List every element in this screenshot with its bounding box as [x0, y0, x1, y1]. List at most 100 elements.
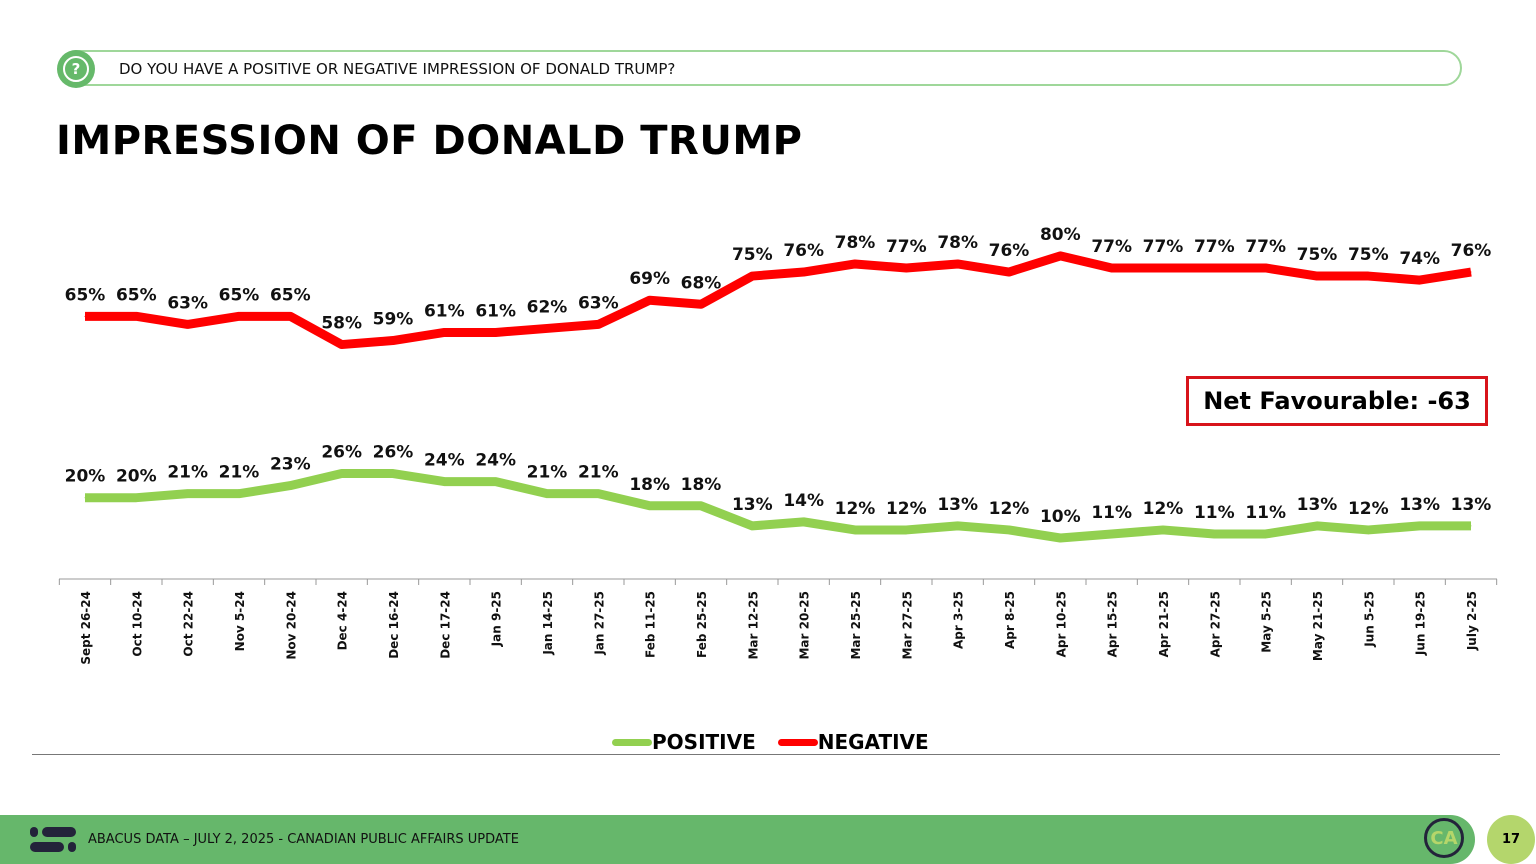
x-tick-label: Nov 20-24: [284, 591, 298, 660]
data-label: 61%: [424, 301, 465, 321]
x-tick-label: Apr 10-25: [1054, 591, 1068, 657]
footer-bar: [0, 815, 1475, 864]
data-label: 24%: [424, 451, 465, 471]
data-label: 18%: [629, 475, 670, 495]
data-point: [84, 315, 86, 317]
data-label: 12%: [989, 499, 1030, 519]
data-point: [854, 263, 856, 265]
data-label: 77%: [1194, 237, 1235, 257]
x-tick-label: Apr 27-25: [1208, 591, 1222, 657]
x-tick-label: Jun 19-25: [1414, 591, 1428, 656]
data-point: [854, 529, 856, 531]
data-point: [1162, 529, 1164, 531]
data-point: [392, 473, 394, 475]
data-label: 68%: [681, 273, 722, 293]
data-point: [84, 497, 86, 499]
data-label: 12%: [835, 499, 876, 519]
data-label: 13%: [1451, 495, 1492, 515]
data-label: 24%: [475, 451, 516, 471]
ca-logo: CA: [1424, 818, 1464, 858]
x-tick-label: Apr 21-25: [1157, 591, 1171, 657]
x-tick-label: Dec 16-24: [387, 591, 401, 659]
data-point: [1316, 525, 1318, 527]
data-label: 76%: [1451, 241, 1492, 261]
data-point: [1265, 533, 1267, 535]
x-tick-label: Jan 9-25: [490, 591, 504, 647]
legend-swatch-positive: [612, 738, 652, 746]
data-point: [1470, 525, 1472, 527]
data-point: [597, 493, 599, 495]
data-point: [1111, 533, 1113, 535]
data-point: [649, 299, 651, 301]
data-point: [957, 525, 959, 527]
data-label: 63%: [167, 293, 208, 313]
data-label: 13%: [732, 495, 773, 515]
data-point: [1367, 275, 1369, 277]
data-point: [546, 493, 548, 495]
data-label: 77%: [1091, 237, 1132, 257]
divider: [32, 754, 1500, 755]
data-label: 26%: [321, 443, 362, 463]
x-tick-label: Feb 11-25: [644, 591, 658, 658]
page-number: 17: [1487, 815, 1535, 864]
data-point: [1008, 529, 1010, 531]
data-point: [187, 323, 189, 325]
data-label: 77%: [886, 237, 927, 257]
data-label: 21%: [219, 463, 260, 483]
x-tick-label: Apr 3-25: [952, 591, 966, 649]
data-point: [187, 493, 189, 495]
data-point: [803, 521, 805, 523]
x-tick-label: Oct 10-24: [130, 591, 144, 657]
data-label: 12%: [1348, 499, 1389, 519]
data-label: 75%: [1348, 245, 1389, 265]
chart-title: IMPRESSION OF DONALD TRUMP: [56, 118, 803, 164]
x-tick-label: Mar 25-25: [849, 591, 863, 660]
data-label: 20%: [116, 467, 157, 487]
data-label: 77%: [1143, 237, 1184, 257]
data-point: [803, 271, 805, 273]
data-label: 13%: [937, 495, 978, 515]
x-tick-label: May 5-25: [1260, 591, 1274, 653]
question-bubble-icon: ?: [57, 50, 95, 88]
x-tick-label: Mar 27-25: [900, 591, 914, 660]
data-point: [1367, 529, 1369, 531]
data-point: [597, 323, 599, 325]
data-point: [1419, 525, 1421, 527]
x-tick-label: Jan 27-25: [592, 591, 606, 656]
legend-swatch-negative: [777, 738, 818, 746]
data-label: 78%: [937, 233, 978, 253]
data-label: 21%: [527, 463, 568, 483]
x-tick-label: Apr 8-25: [1003, 591, 1017, 649]
x-tick-label: Mar 12-25: [746, 591, 760, 660]
data-point: [341, 473, 343, 475]
data-label: 59%: [373, 310, 414, 330]
data-point: [289, 485, 291, 487]
x-tick-label: Dec 17-24: [438, 591, 452, 659]
data-point: [649, 505, 651, 507]
series-line-positive: [85, 469, 1471, 543]
footer-text: ABACUS DATA – JULY 2, 2025 - CANADIAN PU…: [88, 832, 519, 847]
data-point: [495, 481, 497, 483]
x-tick-label: Dec 4-24: [336, 591, 350, 650]
data-point: [700, 303, 702, 305]
data-point: [1316, 275, 1318, 277]
x-tick-label: Mar 20-25: [798, 591, 812, 660]
data-label: 21%: [578, 463, 619, 483]
data-point: [1059, 537, 1061, 539]
data-label: 26%: [373, 443, 414, 463]
x-tick-label: Nov 5-24: [233, 591, 247, 651]
data-label: 77%: [1245, 237, 1286, 257]
data-label: 75%: [732, 245, 773, 265]
x-tick-label: Sept 26-24: [79, 591, 93, 665]
question-text: DO YOU HAVE A POSITIVE OR NEGATIVE IMPRE…: [119, 60, 676, 78]
data-point: [238, 493, 240, 495]
data-label: 13%: [1297, 495, 1338, 515]
data-point: [238, 315, 240, 317]
data-point: [135, 315, 137, 317]
data-point: [341, 344, 343, 346]
data-label: 21%: [167, 463, 208, 483]
x-tick-label: Jan 14-25: [541, 591, 555, 656]
data-point: [289, 315, 291, 317]
data-point: [1059, 255, 1061, 257]
